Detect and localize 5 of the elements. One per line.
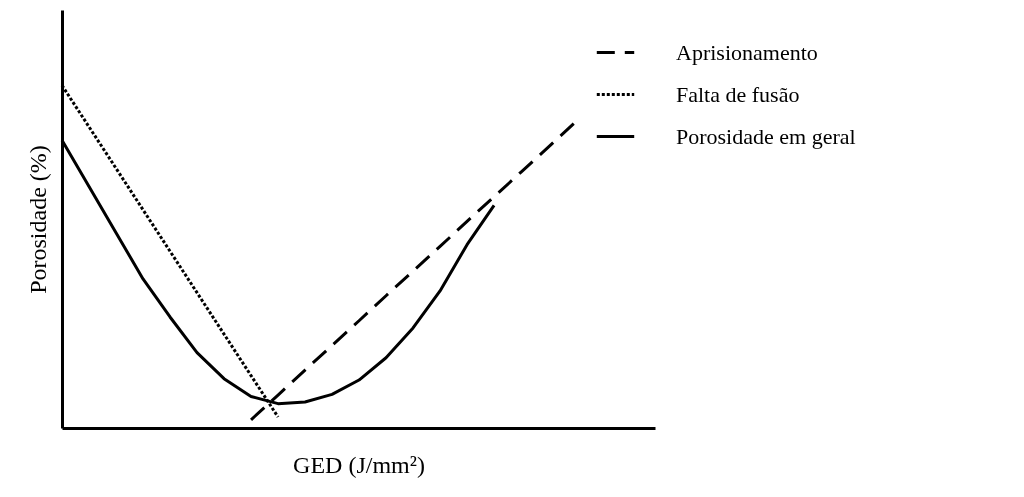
- legend-label: Porosidade em geral: [676, 123, 856, 149]
- x-axis-title: GED (J/mm²): [293, 451, 425, 478]
- y-axis-title: Porosidade (%): [24, 145, 51, 294]
- legend-label: Aprisionamento: [676, 39, 818, 65]
- legend-label: Falta de fusão: [676, 81, 800, 107]
